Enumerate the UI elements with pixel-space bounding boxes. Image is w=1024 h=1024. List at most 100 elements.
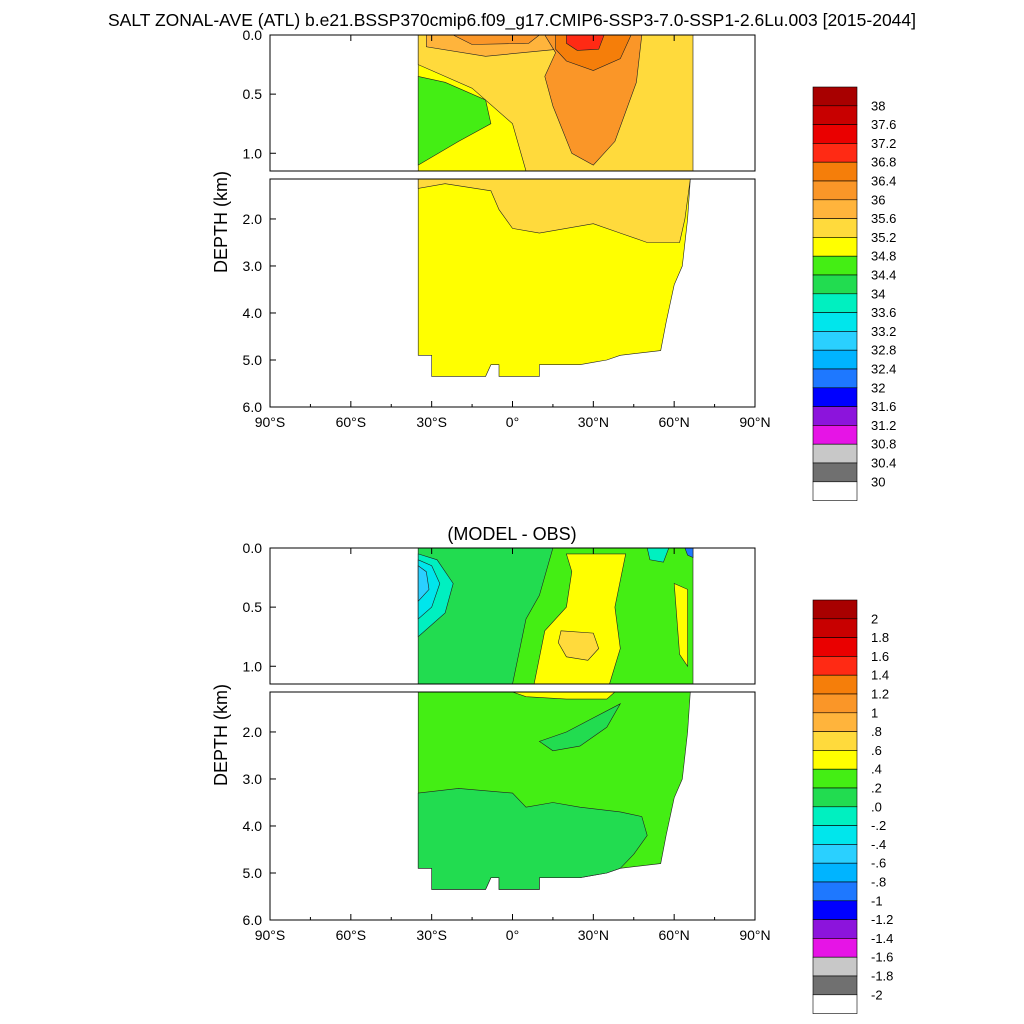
difference-contour-region-11	[417, 788, 648, 890]
salinity-plot-lower-band	[417, 179, 691, 377]
difference-colorbar-label: -1	[871, 893, 883, 908]
difference-plot-frame	[269, 547, 756, 685]
salinity-colorbar-label: 32.4	[871, 362, 896, 377]
difference-panel-title: (MODEL - OBS)	[447, 524, 576, 544]
salinity-colorbar-cell	[812, 368, 858, 389]
salinity-colorbar-label: 37.2	[871, 136, 896, 151]
salinity-colorbar-cell	[812, 387, 858, 407]
difference-colorbar-label: 1	[871, 705, 878, 720]
salinity-colorbar-cell	[812, 218, 858, 238]
difference-colorbar-label: -1.6	[871, 950, 893, 965]
salinity-colorbar-label: 36	[871, 192, 885, 207]
difference-y-axis-label: DEPTH (km)	[211, 684, 231, 786]
difference-colorbar-cell	[812, 674, 858, 695]
salinity-colorbar-label: 30.4	[871, 456, 896, 471]
salinity-colorbar-label: 30.8	[871, 437, 896, 452]
difference-contour-region-13	[512, 692, 616, 700]
difference-contour-region-12	[538, 703, 622, 752]
salinity-x-tick-label: 90°S	[255, 414, 286, 430]
salinity-x-tick-label: 90°N	[739, 414, 770, 430]
difference-colorbar-cell	[812, 994, 858, 1014]
difference-y-tick-label: 0.0	[243, 540, 263, 556]
difference-y-ticks: 0.0 0.5 1.0 2.0 3.0 4.0 5.0 6.0	[243, 540, 276, 928]
difference-contour-region-5	[533, 553, 627, 684]
difference-colorbar-cell	[812, 975, 858, 996]
difference-plot-upper-band	[417, 548, 694, 684]
figure-title: SALT ZONAL-AVE (ATL) b.e21.BSSP370cmip6.…	[108, 10, 916, 31]
difference-colorbar-label: 1.6	[871, 649, 889, 664]
difference-colorbar-cell	[812, 731, 858, 751]
salinity-y-tick-label: 4.0	[243, 305, 263, 321]
salinity-plot-frame	[269, 178, 756, 408]
difference-colorbar-cell	[812, 956, 858, 977]
salinity-colorbar-cell	[812, 406, 858, 426]
salinity-x-tick-label: 60°N	[659, 414, 690, 430]
salinity-colorbar-label: 37.6	[871, 117, 896, 132]
difference-colorbar-cell	[812, 768, 858, 789]
salinity-plot-upper-band	[417, 35, 694, 171]
salinity-x-ticks: 90°S 60°S 30°S 0° 30°N 60°N 90°N	[255, 35, 771, 430]
salinity-colorbar-label: 30	[871, 474, 885, 489]
difference-colorbar-label: 1.8	[871, 630, 889, 645]
difference-colorbar-cell	[812, 787, 858, 808]
salinity-colorbar-label: 33.2	[871, 324, 896, 339]
salinity-colorbar-cell	[812, 86, 858, 107]
salinity-colorbar-cell	[812, 143, 858, 163]
salinity-colorbar-cell	[812, 105, 858, 125]
salinity-contour-region-9	[417, 179, 691, 243]
difference-colorbar: 21.81.61.41.21.8.6.4.2.0-.2-.4-.6-.8-1-1…	[812, 599, 893, 1014]
salinity-y-axis-label: DEPTH (km)	[211, 171, 231, 273]
salinity-colorbar-cell	[812, 462, 858, 483]
salinity-contour-region-7	[417, 76, 492, 166]
salinity-colorbar-cell	[812, 237, 858, 257]
difference-colorbar-label: 1.4	[871, 668, 889, 683]
difference-colorbar-label: -1.4	[871, 931, 893, 946]
difference-x-tick-label: 90°S	[255, 927, 286, 943]
difference-x-tick-label: 60°S	[336, 927, 367, 943]
salinity-colorbar-cell	[812, 349, 858, 370]
difference-colorbar-label: -1.8	[871, 969, 893, 984]
difference-y-tick-label: 0.5	[243, 599, 263, 615]
salinity-colorbar-label: 31.2	[871, 418, 896, 433]
salinity-y-tick-label: 6.0	[243, 399, 263, 415]
difference-y-tick-label: 1.0	[243, 658, 263, 674]
difference-colorbar-cell	[812, 900, 858, 920]
salinity-x-tick-label: 60°S	[336, 414, 367, 430]
difference-colorbar-cell	[812, 919, 858, 939]
difference-x-ticks: 90°S 60°S 30°S 0° 30°N 60°N 90°N	[255, 548, 771, 943]
difference-colorbar-cell	[812, 862, 858, 883]
salinity-colorbar-cell	[812, 331, 858, 351]
salinity-colorbar-label: 31.6	[871, 399, 896, 414]
salinity-colorbar-cell	[812, 312, 858, 332]
difference-colorbar-label: 2	[871, 611, 878, 626]
salinity-panel: 90°S 60°S 30°S 0° 30°N 60°N 90°N 0.0 0.5 1.0 2.0 3…	[211, 27, 896, 501]
salinity-contour-region-6	[566, 35, 605, 51]
difference-colorbar-label: .6	[871, 743, 882, 758]
difference-colorbar-label: -1.2	[871, 912, 893, 927]
salinity-y-tick-label: 5.0	[243, 352, 263, 368]
difference-colorbar-cell	[812, 656, 858, 676]
difference-x-tick-label: 60°N	[659, 927, 690, 943]
salinity-colorbar-cell	[812, 443, 858, 464]
difference-panel: (MODEL - OBS) 90°S 60°S 30°S 0° 30°N 60°N 90°N…	[211, 524, 893, 1014]
difference-colorbar-cell	[812, 938, 858, 958]
salinity-colorbar-cell	[812, 293, 858, 313]
salinity-colorbar-label: 35.2	[871, 230, 896, 245]
salinity-y-tick-label: 0.5	[243, 86, 263, 102]
difference-colorbar-label: .0	[871, 799, 882, 814]
salinity-y-tick-label: 1.0	[243, 145, 263, 161]
difference-contour-region-8	[673, 583, 688, 668]
difference-colorbar-cell	[812, 881, 858, 902]
difference-contour-region-7	[646, 548, 670, 563]
salinity-x-tick-label: 30°S	[416, 414, 447, 430]
salinity-y-tick-label: 3.0	[243, 258, 263, 274]
salinity-colorbar-label: 32.8	[871, 343, 896, 358]
difference-colorbar-cell	[812, 637, 858, 657]
salinity-y-ticks: 0.0 0.5 1.0 2.0 3.0 4.0 5.0 6.0	[243, 27, 276, 415]
difference-contour-region-9	[684, 548, 694, 558]
difference-colorbar-cell	[812, 618, 858, 638]
difference-colorbar-label: -2	[871, 987, 883, 1002]
difference-colorbar-label: -.6	[871, 856, 886, 871]
salinity-colorbar-label: 34.4	[871, 268, 896, 283]
